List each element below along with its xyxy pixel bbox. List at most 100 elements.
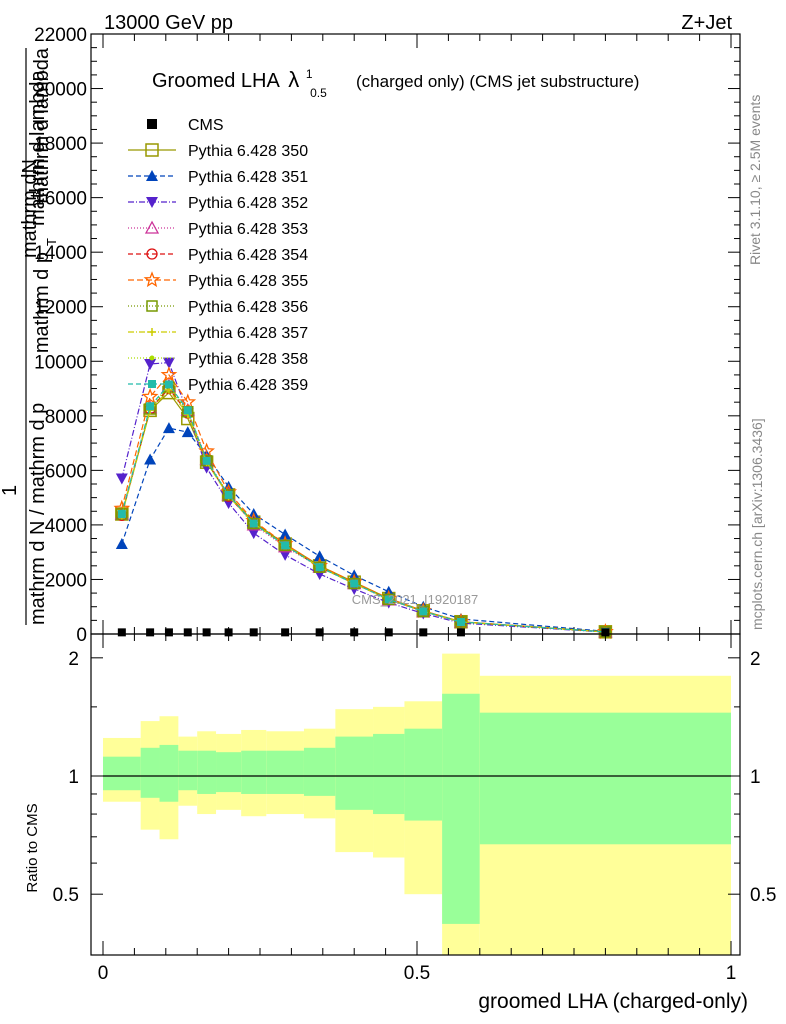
- ratio-band-inner: [197, 750, 217, 794]
- y-tick-label: 20000: [34, 80, 87, 101]
- legend-marker-0: [145, 143, 159, 157]
- x-axis-label: groomed LHA (charged-only): [478, 990, 748, 1013]
- ratio-band-inner: [442, 693, 480, 924]
- series-point-9: [202, 456, 211, 465]
- ratio-band-inner: [404, 728, 443, 821]
- legend-marker-4: [146, 248, 158, 260]
- title-sub: 0.5: [310, 86, 327, 100]
- ratio-band-inner: [303, 747, 336, 796]
- ratio-band-inner: [266, 750, 304, 794]
- legend-label-0: Pythia 6.428 350: [188, 143, 308, 160]
- y-tick-label: 8000: [45, 407, 87, 428]
- y-tick-label: 14000: [34, 243, 87, 264]
- cms-data-point: [146, 628, 155, 637]
- ratio-band-inner: [373, 733, 405, 815]
- series-point-1: [279, 528, 292, 540]
- y-tick-label: 2000: [45, 570, 87, 591]
- y-tick-label: 0: [76, 625, 87, 646]
- cms-data-point: [601, 628, 610, 637]
- series-point-9: [384, 595, 393, 604]
- ylabel-dlambda-top: mathrm d lambda: [31, 47, 53, 203]
- ratio-plot-frame: [90, 633, 741, 956]
- legend-marker-7: [148, 328, 156, 336]
- ratio-ticks: 0.5 0.5 1 1 2 2 0 0.5 1: [53, 634, 776, 984]
- legend-marker-9: [148, 380, 156, 388]
- cms-data-point: [419, 628, 428, 637]
- legend-marker-3: [144, 220, 160, 234]
- series-point-9: [315, 563, 324, 572]
- y-tick-label: 12000: [34, 298, 87, 319]
- ratio-band-inner: [178, 750, 198, 791]
- y-tick-label: 18000: [34, 134, 87, 155]
- legend-marker-8: [149, 355, 155, 361]
- series-point-6: [279, 539, 291, 552]
- x-tick-label: 1: [726, 963, 737, 984]
- title-lambda: λ: [288, 67, 299, 92]
- ylabel-dn: mathrm dN: [19, 159, 41, 258]
- series-point-9: [117, 510, 126, 518]
- ratio-y-tick-label: 1: [68, 767, 79, 788]
- main-ylabel: mathrm dN mathrm d lambda mathrm d p 1 m…: [0, 47, 59, 625]
- series-point-6: [247, 517, 260, 530]
- ratio-plot-box: [90, 633, 741, 956]
- legend-label-7: Pythia 6.428 357: [188, 325, 308, 342]
- ratio-y-tick-label-right: 0.5: [750, 885, 776, 906]
- ratio-band-inner: [479, 712, 731, 845]
- series-point-9: [146, 402, 155, 411]
- ylabel-dlambda: mathrm d lambda: [27, 70, 49, 226]
- cms-data-point: [281, 628, 290, 637]
- ratio-y-tick-label-right: 2: [750, 649, 761, 670]
- series-point-2: [144, 359, 157, 370]
- series-point-2: [279, 549, 292, 561]
- ylabel-dp-top: mathrm d p: [31, 252, 53, 353]
- mcplots-label: mcplots.cern.ch [arXiv:1306.3436]: [749, 418, 765, 630]
- cms-data-point: [164, 628, 173, 637]
- series-line-9: [121, 383, 606, 633]
- series-point-9: [224, 490, 233, 499]
- series-point-1: [115, 538, 128, 549]
- cms-data-point: [384, 628, 393, 637]
- series-point-9: [281, 541, 290, 550]
- legend-label-8: Pythia 6.428 358: [188, 351, 308, 368]
- ratio-ylabel: Ratio to CMS: [24, 803, 41, 892]
- cms-data-point: [249, 628, 258, 637]
- legend-label-2: Pythia 6.428 352: [188, 195, 308, 212]
- cms-data-point: [224, 628, 233, 637]
- series-point-5: [141, 387, 159, 404]
- cms-data-point: [456, 628, 465, 637]
- legend-label-5: Pythia 6.428 355: [188, 273, 308, 290]
- ratio-y-tick-label: 2: [68, 649, 79, 670]
- main-y-ticks: 0 2000 4000 6000 8000 10000 12000 14000 16000 180…: [34, 25, 740, 646]
- ratio-band-inner: [335, 736, 374, 810]
- series-point-9: [419, 607, 428, 616]
- analysis-watermark: CMS_2021_I1920187: [352, 592, 479, 607]
- x-tick-label: 0: [98, 963, 109, 984]
- cms-data-point: [202, 628, 211, 637]
- series-point-1: [162, 422, 175, 434]
- legend-marker-cms: [147, 119, 157, 129]
- series-point-2: [115, 473, 128, 485]
- cms-data-point: [117, 628, 126, 637]
- legend-marker-2: [146, 197, 158, 208]
- ylabel-one: 1: [0, 485, 21, 496]
- series-point-5: [179, 393, 197, 410]
- ylabel-denominator: mathrm d N / mathrm d p: [27, 403, 49, 625]
- series-point-1: [181, 426, 194, 438]
- series-point-2: [162, 357, 175, 369]
- ylabel-sub-t: T: [44, 238, 59, 246]
- cms-data-point: [183, 628, 192, 637]
- legend-marker-6: [146, 300, 158, 312]
- ratio-y-tick-label: 0.5: [53, 885, 79, 906]
- ratio-band-inner: [103, 756, 141, 791]
- series-point-5: [160, 366, 178, 383]
- y-tick-label: 10000: [34, 352, 87, 373]
- title-prefix: Groomed LHA: [152, 70, 280, 92]
- legend: CMS Pythia 6.428 350 Pythia 6.428 351 Pythi…: [128, 117, 308, 394]
- series-point-6: [417, 605, 430, 618]
- series-point-6: [313, 561, 326, 573]
- series-point-1: [313, 550, 326, 562]
- y-tick-label: 6000: [45, 461, 87, 482]
- legend-label-9: Pythia 6.428 359: [188, 377, 308, 394]
- cms-data-point: [315, 628, 324, 637]
